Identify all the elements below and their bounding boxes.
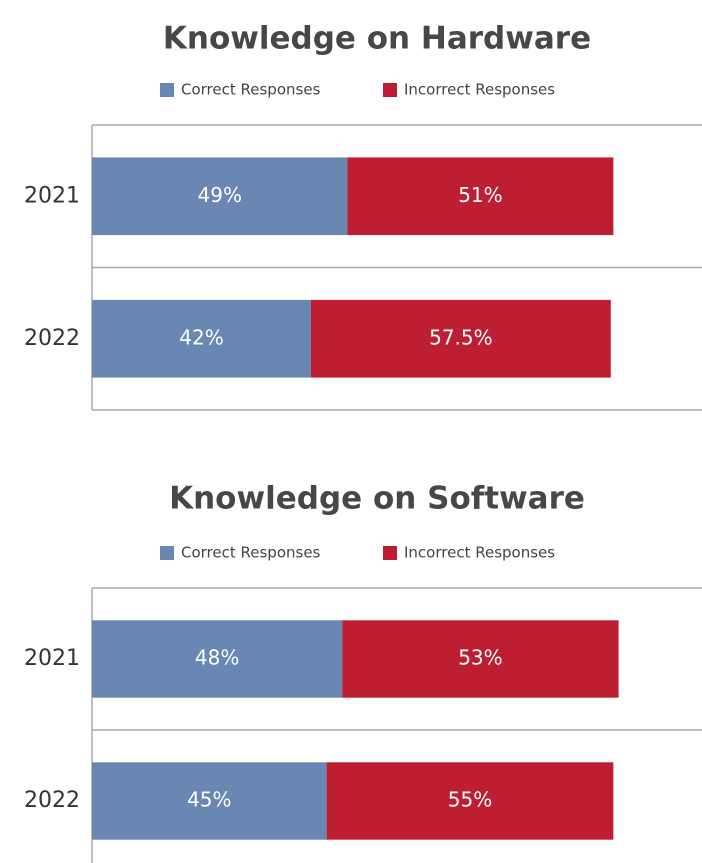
bar-segment [326, 762, 614, 840]
value-label: 45% [187, 788, 231, 812]
legend-swatch [383, 83, 397, 97]
value-label: 53% [458, 646, 502, 670]
chart-title: Knowledge on Software [169, 481, 585, 517]
legend-label: Incorrect Responses [404, 544, 555, 562]
bar-segment [347, 157, 614, 236]
chart-title: Knowledge on Hardware [163, 21, 591, 57]
category-label: 2022 [24, 788, 80, 813]
category-label: 2021 [24, 183, 80, 208]
value-label: 48% [195, 646, 239, 670]
legend-swatch [160, 83, 174, 97]
value-label: 42% [179, 325, 223, 349]
category-label: 2021 [24, 646, 80, 671]
value-label: 49% [198, 183, 242, 207]
value-label: 55% [448, 788, 492, 812]
bar-segment [342, 620, 619, 698]
bar-segment [92, 762, 327, 840]
legend-label: Incorrect Responses [404, 81, 555, 99]
legend-label: Correct Responses [181, 544, 321, 562]
bar-segment [92, 157, 348, 236]
legend-swatch [160, 546, 174, 560]
legend-swatch [383, 546, 397, 560]
value-label: 57.5% [429, 325, 493, 349]
bar-segment [92, 299, 311, 378]
bar-segment [92, 620, 343, 698]
value-label: 51% [458, 183, 502, 207]
category-label: 2022 [24, 326, 80, 351]
bar-segment [310, 299, 611, 378]
legend-label: Correct Responses [181, 81, 321, 99]
